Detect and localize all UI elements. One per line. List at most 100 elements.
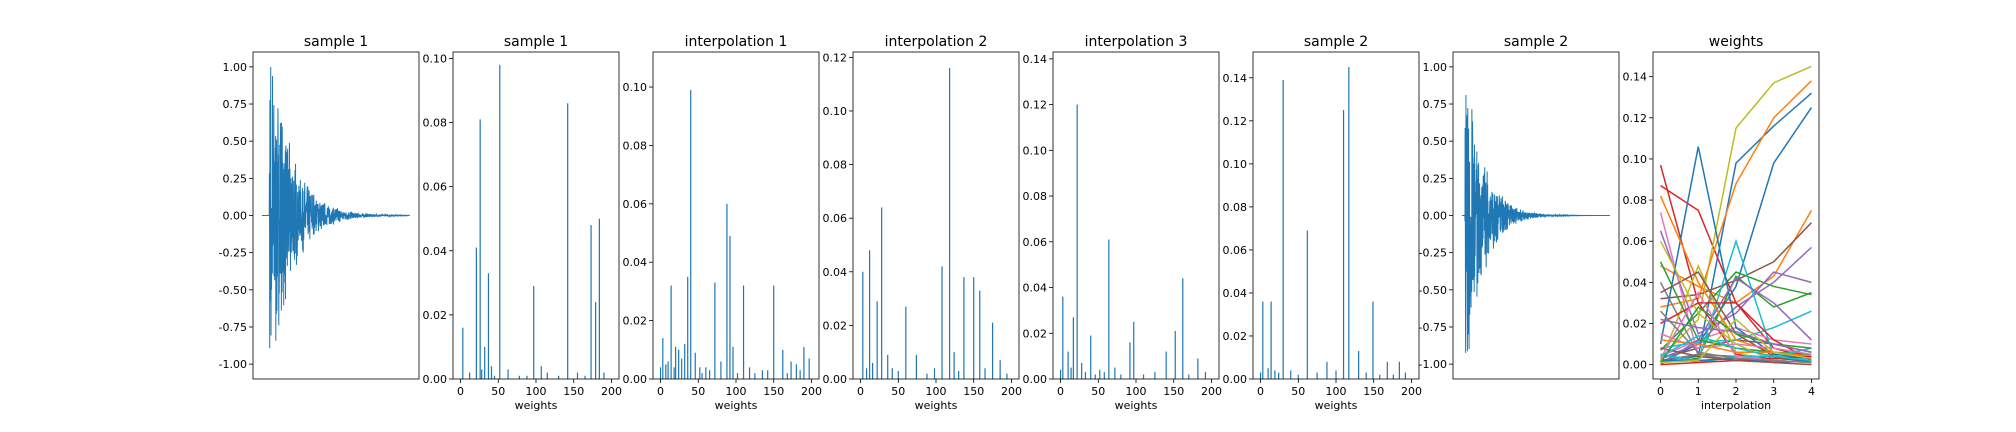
y-tick-label: 0.10 — [423, 52, 448, 65]
bar — [1062, 296, 1064, 379]
y-tick-label: 0.10 — [1223, 158, 1248, 171]
bar — [1365, 372, 1367, 379]
y-tick-label: 0.00 — [1623, 359, 1648, 372]
axes-frame — [852, 51, 1020, 380]
series-line — [1660, 65, 1812, 359]
bar — [475, 247, 477, 379]
bar — [533, 286, 535, 379]
bar — [1282, 79, 1284, 379]
series-line — [1660, 107, 1813, 364]
bar — [1270, 301, 1272, 379]
axes-frame — [452, 51, 620, 380]
bar — [933, 368, 936, 379]
bar — [584, 375, 586, 379]
bar — [526, 375, 528, 379]
bar — [872, 362, 874, 379]
x-tick-label: 150 — [963, 385, 984, 398]
y-tick-label: 0.02 — [1223, 330, 1248, 343]
y-tick-label: 0.02 — [423, 309, 448, 322]
y-tick-label: 0.06 — [823, 212, 848, 225]
series-line — [1660, 334, 1812, 362]
chart-panel-8: 0.00 0.02 0.04 0.06 0.08 0.10 0.12 0.14 0 1 2 3 4 wei… — [1623, 34, 1820, 412]
y-tick-label: 0.25 — [223, 172, 248, 185]
bar — [690, 89, 692, 380]
x-tick-label: 100 — [526, 385, 547, 398]
chart-title: sample 2 — [1504, 34, 1568, 50]
x-tick-label: 100 — [1326, 385, 1347, 398]
x-tick-label: 100 — [726, 385, 747, 398]
y-tick-label: 0.00 — [623, 373, 648, 386]
bar — [999, 360, 1001, 379]
bar — [761, 370, 764, 379]
y-tick-label: 0.25 — [1423, 172, 1448, 185]
x-axis-label: interpolation — [1701, 399, 1771, 412]
x-tick-label: 150 — [563, 385, 584, 398]
bar — [484, 346, 486, 379]
bar — [1197, 358, 1199, 379]
bar — [603, 372, 605, 379]
series-line — [1659, 310, 1812, 364]
bar — [1204, 372, 1207, 379]
bar — [1129, 342, 1131, 379]
bar — [1274, 370, 1276, 379]
y-tick-label: 0.10 — [623, 81, 648, 94]
x-tick-label: 50 — [1291, 385, 1305, 398]
bar — [493, 375, 496, 379]
bar — [567, 103, 569, 379]
bar — [726, 203, 728, 379]
y-tick-label: 0.08 — [1223, 201, 1248, 214]
y-tick-label: 0.04 — [1223, 287, 1248, 300]
x-tick-label: 4 — [1808, 385, 1815, 398]
bar — [786, 373, 788, 379]
bar — [773, 285, 775, 379]
x-tick-label: 2 — [1733, 385, 1740, 398]
y-tick-label: 0.08 — [623, 139, 648, 152]
plot-area — [659, 89, 810, 380]
bar — [546, 372, 548, 379]
bar — [670, 285, 672, 379]
y-tick-label: 0.06 — [1623, 235, 1648, 248]
bar — [748, 367, 751, 379]
x-axis-label: weights — [915, 399, 958, 412]
chart-panel-3: 0.00 0.02 0.04 0.06 0.08 0.10 0 50 100 150 200 inte… — [623, 34, 822, 412]
x-tick-label: 0 — [1657, 385, 1664, 398]
bar — [479, 119, 481, 379]
bar — [540, 366, 542, 379]
y-tick-label: 0.10 — [1623, 153, 1648, 166]
axes-frame — [1052, 51, 1220, 380]
bar — [499, 64, 501, 379]
bar — [897, 370, 899, 379]
bar — [1188, 374, 1190, 379]
y-tick-label: 1.00 — [223, 61, 248, 74]
bar — [953, 352, 955, 379]
y-tick-label: 0.08 — [1023, 190, 1048, 203]
bar — [1348, 67, 1350, 379]
bar — [1297, 374, 1299, 379]
bar — [869, 250, 871, 379]
bar — [1090, 335, 1092, 379]
y-tick-label: 0.00 — [1223, 373, 1248, 386]
x-tick-label: 0 — [457, 385, 464, 398]
x-tick-label: 200 — [1401, 385, 1422, 398]
bar — [490, 366, 493, 379]
bar — [576, 372, 579, 379]
x-tick-label: 3 — [1770, 385, 1777, 398]
y-tick-label: 0.04 — [423, 245, 448, 258]
plot-area — [1659, 65, 1813, 366]
bar — [1006, 373, 1008, 379]
y-tick-label: 0.06 — [623, 198, 648, 211]
bar — [1174, 330, 1176, 379]
chart-title: interpolation 3 — [1085, 34, 1188, 50]
x-tick-label: 0 — [1057, 385, 1064, 398]
plot-area — [462, 64, 605, 379]
bar — [665, 364, 667, 379]
bar — [518, 375, 520, 379]
axes-frame — [1252, 51, 1420, 380]
bar — [469, 372, 471, 379]
bar — [675, 346, 677, 379]
bar — [1398, 361, 1400, 379]
y-tick-label: 0.10 — [823, 105, 848, 118]
bar — [1103, 372, 1105, 379]
bar — [1335, 370, 1337, 379]
axes-frame — [652, 51, 820, 380]
